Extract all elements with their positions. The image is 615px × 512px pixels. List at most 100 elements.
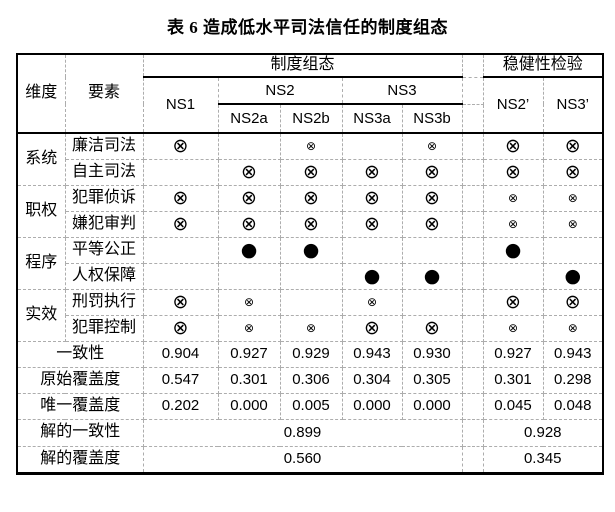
- core-condition-absent-icon: ⊗: [564, 290, 581, 313]
- condition-cell: ⊗: [341, 314, 403, 342]
- peripheral-condition-absent-icon: ⊗: [243, 321, 255, 336]
- condition-cell: ●: [542, 262, 604, 290]
- core-condition-absent-icon: ⊗: [564, 134, 581, 157]
- condition-cell: [341, 236, 403, 264]
- element-label: 刑罚执行: [64, 288, 144, 316]
- qca-configuration-table: 维度 要素 制度组态 稳健性检验 NS1 NS2 NS3 NS2’ NS3’ N…: [16, 53, 604, 475]
- spacer-cell: [461, 392, 484, 420]
- condition-cell: ⊗: [341, 158, 403, 186]
- col-header-robust-group: 稳健性检验: [482, 53, 604, 78]
- col-header-element: 要素: [64, 53, 144, 134]
- stat-value: 0.000: [341, 392, 403, 420]
- core-condition-absent-icon: ⊗: [364, 160, 380, 183]
- solution-row: 解的覆盖度 0.560 0.345: [16, 445, 604, 474]
- condition-row: 系统 廉洁司法 ⊗ ⊗ ⊗ ⊗ ⊗: [16, 132, 604, 186]
- core-condition-present-icon: ●: [240, 238, 258, 261]
- condition-cell: ⊗: [142, 210, 219, 238]
- condition-cell: ⊗: [401, 158, 463, 186]
- condition-row: 嫌犯审判 ⊗ ⊗ ⊗ ⊗ ⊗ ⊗ ⊗: [17, 210, 604, 238]
- stat-row: 唯一覆盖度 0.202 0.000 0.005 0.000 0.000 0.045 0.048: [16, 392, 604, 420]
- spacer-cell: [461, 158, 484, 186]
- condition-row: 职权 犯罪侦诉 ⊗ ⊗ ⊗ ⊗ ⊗ ⊗ ⊗: [16, 184, 604, 238]
- col-header-ns2: NS2: [217, 76, 343, 105]
- core-condition-absent-icon: ⊗: [303, 212, 319, 235]
- col-header-ns3: NS3: [341, 76, 463, 105]
- condition-cell: [217, 262, 281, 290]
- condition-cell: ⊗: [142, 184, 219, 212]
- condition-cell: [341, 132, 403, 160]
- core-condition-absent-icon: ⊗: [505, 160, 521, 183]
- condition-cell: [279, 262, 343, 290]
- condition-cell: [482, 262, 544, 290]
- core-condition-present-icon: ●: [564, 264, 582, 287]
- condition-cell: ⊗: [401, 184, 463, 212]
- header-row-solutions: NS1 NS2 NS3 NS2’ NS3’: [17, 76, 604, 134]
- peripheral-condition-absent-icon: ⊗: [366, 295, 378, 310]
- core-condition-absent-icon: ⊗: [172, 316, 189, 339]
- core-condition-absent-icon: ⊗: [505, 290, 521, 313]
- spacer-cell: [461, 236, 484, 264]
- spacer-cell: [461, 103, 484, 134]
- element-label: 犯罪侦诉: [64, 184, 144, 212]
- condition-cell: ⊗: [542, 288, 604, 316]
- peripheral-condition-absent-icon: ⊗: [567, 191, 578, 206]
- core-condition-present-icon: ●: [302, 238, 320, 261]
- condition-cell: ⊗: [279, 158, 343, 186]
- core-condition-absent-icon: ⊗: [564, 160, 581, 183]
- condition-cell: ⊗: [542, 210, 604, 238]
- condition-row: 自主司法 ⊗ ⊗ ⊗ ⊗ ⊗ ⊗: [17, 158, 604, 186]
- core-condition-present-icon: ●: [504, 238, 522, 261]
- condition-cell: ⊗: [482, 314, 544, 342]
- condition-cell: ⊗: [542, 158, 604, 186]
- condition-cell: ⊗: [401, 314, 463, 342]
- element-label: 廉洁司法: [64, 132, 144, 160]
- table-title: 表 6 造成低水平司法信任的制度组态: [167, 18, 448, 37]
- col-header-ns3b: NS3b: [401, 103, 463, 134]
- element-label: 自主司法: [64, 158, 144, 186]
- condition-cell: [142, 262, 219, 290]
- stat-value: 0.202: [142, 392, 219, 420]
- solution-label: 解的覆盖度: [16, 445, 144, 474]
- stat-label: 原始覆盖度: [16, 366, 144, 394]
- core-condition-absent-icon: ⊗: [303, 186, 319, 209]
- spacer-cell: [461, 184, 484, 212]
- peripheral-condition-absent-icon: ⊗: [305, 321, 317, 336]
- stat-label: 唯一覆盖度: [16, 392, 144, 420]
- stat-value: 0.045: [482, 392, 544, 420]
- condition-cell: ●: [279, 236, 343, 264]
- stat-value: 0.930: [401, 340, 463, 368]
- spacer-cell: [461, 445, 484, 474]
- element-label: 人权保障: [64, 262, 144, 290]
- condition-cell: ⊗: [542, 314, 604, 342]
- table-header: 维度 要素 制度组态 稳健性检验 NS1 NS2 NS3 NS2’ NS3’ N…: [16, 53, 604, 134]
- condition-cell: ⊗: [482, 184, 544, 212]
- peripheral-condition-absent-icon: ⊗: [507, 191, 519, 206]
- condition-cell: ⊗: [401, 210, 463, 238]
- condition-cell: ⊗: [142, 132, 219, 160]
- condition-cell: ●: [482, 236, 544, 264]
- peripheral-condition-absent-icon: ⊗: [305, 139, 317, 154]
- col-header-ns2b: NS2b: [279, 103, 343, 134]
- stat-value: 0.927: [217, 340, 281, 368]
- stat-value: 0.305: [401, 366, 463, 394]
- element-label: 嫌犯审判: [64, 210, 144, 238]
- condition-cell: ⊗: [542, 184, 604, 212]
- core-condition-absent-icon: ⊗: [172, 186, 189, 209]
- solution-config-value: 0.899: [142, 418, 463, 447]
- col-header-ns2a: NS2a: [217, 103, 281, 134]
- col-header-ns1: NS1: [142, 76, 219, 134]
- peripheral-condition-absent-icon: ⊗: [243, 295, 255, 310]
- peripheral-condition-absent-icon: ⊗: [567, 321, 578, 336]
- core-condition-absent-icon: ⊗: [364, 212, 380, 235]
- spacer-cell: [461, 288, 484, 316]
- header-row-groups: 维度 要素 制度组态 稳健性检验: [16, 53, 604, 134]
- condition-cell: ●: [341, 262, 403, 290]
- condition-row: 人权保障 ● ● ●: [17, 262, 604, 290]
- stat-value: 0.306: [279, 366, 343, 394]
- dimension-label: 程序: [16, 236, 66, 290]
- core-condition-absent-icon: ⊗: [172, 290, 189, 313]
- spacer-cell: [461, 314, 484, 342]
- core-condition-present-icon: ●: [423, 264, 441, 287]
- condition-cell: ⊗: [279, 184, 343, 212]
- dimension-label: 职权: [16, 184, 66, 238]
